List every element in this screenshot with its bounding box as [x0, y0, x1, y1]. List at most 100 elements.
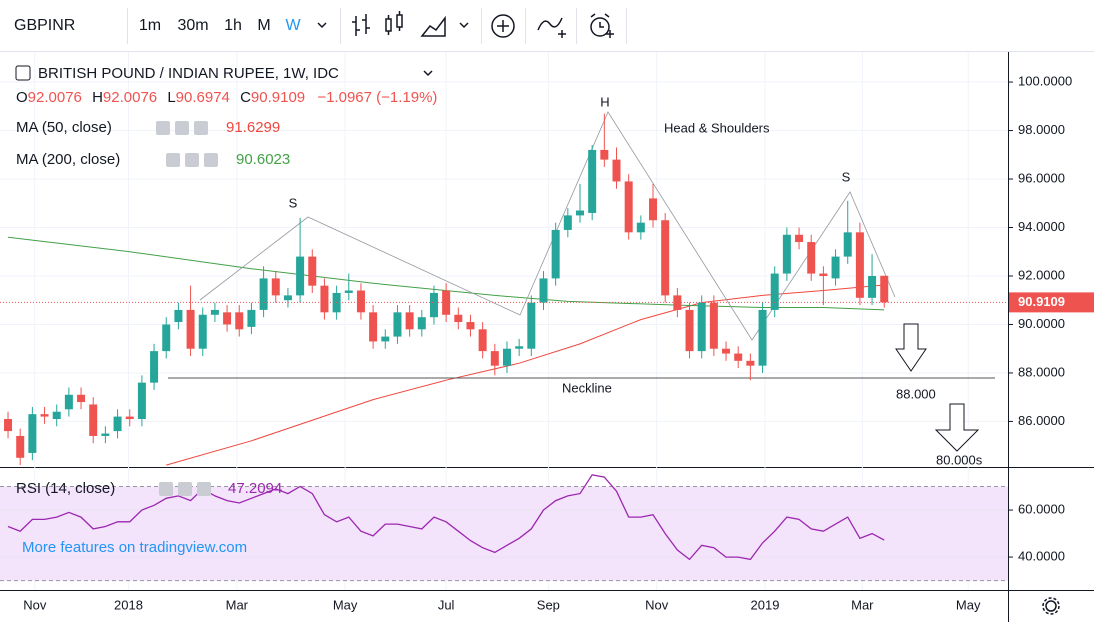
head-and-shoulders-drawing	[168, 111, 995, 379]
annotation: 80.000s	[936, 452, 983, 467]
y-tick-label: 90.0000	[1018, 316, 1065, 331]
candle-body	[308, 256, 317, 286]
alert-icon[interactable]	[590, 13, 614, 38]
candle-body	[77, 394, 86, 403]
interval[interactable]: M	[257, 17, 270, 34]
legend-entry: MA (50, close)	[16, 119, 112, 136]
title-dropdown[interactable]	[423, 70, 433, 77]
ohlc-key: H	[92, 89, 103, 106]
y-tick-label: 88.0000	[1018, 364, 1065, 379]
candle-body	[344, 290, 353, 293]
chart-title: BRITISH POUND / INDIAN RUPEE, 1W, IDC	[38, 65, 339, 82]
x-tick-label: Jul	[438, 597, 455, 612]
y-tick-label: 98.0000	[1018, 122, 1065, 137]
y-tick-label: 92.0000	[1018, 267, 1065, 282]
candle-body	[356, 290, 365, 313]
settings-icon[interactable]	[1042, 597, 1060, 615]
interval-dropdown[interactable]	[317, 22, 327, 29]
symbol-icon	[15, 65, 31, 81]
candle-body	[454, 314, 463, 323]
rsi-line	[7, 474, 885, 561]
x-tick-label: Mar	[226, 597, 249, 612]
candle-body	[661, 220, 670, 296]
x-tick-label: Nov	[23, 597, 47, 612]
ohlc-key: L	[167, 89, 175, 106]
ohlc-legend: O92.0076 H92.0076 L90.6974 C90.9109 −1.0…	[16, 89, 437, 106]
candle-body	[52, 411, 61, 420]
candle-body	[101, 433, 110, 436]
candle-body	[831, 256, 840, 279]
legend-entry: MA (200, close)	[16, 151, 120, 168]
candle-body	[539, 278, 548, 303]
candle-body	[673, 295, 682, 310]
legend-buttons[interactable]	[156, 121, 218, 496]
candle-body	[855, 232, 864, 298]
candle-body	[502, 348, 511, 366]
ohlc-key: O	[16, 89, 28, 106]
candle-body	[490, 351, 499, 366]
candle-body	[271, 278, 280, 296]
bar-type-icons[interactable]	[352, 11, 469, 37]
symbol[interactable]: GBPINR	[14, 17, 75, 34]
candle-body	[174, 309, 183, 323]
candle-body	[527, 302, 536, 349]
add-indicator-icon[interactable]	[491, 14, 515, 38]
candle-body	[393, 312, 402, 337]
moving-average-line	[166, 284, 885, 466]
candle-body	[758, 309, 767, 366]
ohlc-change: −1.0967 (−1.19%)	[317, 89, 437, 106]
candle-body	[575, 210, 584, 216]
y-tick-label: 96.0000	[1018, 170, 1065, 185]
candle-body	[137, 382, 146, 420]
annotation: S	[289, 195, 298, 210]
candle-body	[709, 302, 718, 349]
compare-icon[interactable]	[537, 17, 566, 38]
interval[interactable]: 30m	[177, 17, 208, 34]
rsi-band-fill	[0, 486, 1008, 581]
candle-body	[320, 285, 329, 313]
candle-body	[210, 309, 219, 315]
candle-body	[259, 278, 268, 310]
down-arrows	[895, 323, 980, 452]
candle-body	[89, 404, 98, 436]
candle-body	[381, 336, 390, 342]
x-tick-label: May	[333, 597, 358, 612]
toolbar: GBPINR 1m 30m 1h M W	[0, 0, 1094, 52]
candle-body	[770, 273, 779, 310]
y-tick-label: 100.0000	[1018, 73, 1072, 88]
legend-value: 90.6023	[236, 151, 290, 168]
interval[interactable]: 1h	[224, 17, 242, 34]
candle-body	[429, 292, 438, 318]
ohlc-value: 92.0076	[28, 89, 82, 106]
annotation: H	[600, 94, 609, 109]
y-tick-label: 60.0000	[1018, 501, 1065, 516]
candle-body	[64, 394, 73, 410]
candle-body	[16, 435, 25, 458]
candle-body	[235, 312, 244, 330]
y-tick-label: 86.0000	[1018, 413, 1065, 428]
candle-body	[369, 312, 378, 342]
y-tick-label: 94.0000	[1018, 219, 1065, 234]
candle-body	[843, 232, 852, 257]
legend-entry: RSI (14, close)	[16, 480, 115, 497]
legend: BRITISH POUND / INDIAN RUPEE, 1W, IDC O9…	[15, 65, 437, 556]
candle-body	[515, 346, 524, 349]
candle-body	[563, 215, 572, 230]
interval-active[interactable]: W	[285, 17, 301, 34]
candle-body	[40, 414, 49, 417]
candle-body	[4, 419, 13, 432]
candle-body	[807, 242, 816, 274]
interval[interactable]: 1m	[139, 17, 161, 34]
candle-body	[612, 159, 621, 182]
candle-body	[247, 309, 256, 327]
ohlc-value: 90.6974	[176, 89, 230, 106]
annotation: Head & Shoulders	[664, 120, 770, 135]
x-tick-label: Nov	[645, 597, 669, 612]
candle-body	[734, 353, 743, 361]
ohlc-value: 92.0076	[103, 89, 157, 106]
watermark[interactable]: More features on tradingview.com	[22, 539, 247, 556]
legend-value: 91.6299	[226, 119, 280, 136]
candle-body	[125, 416, 134, 420]
candle-body	[466, 322, 475, 330]
x-tick-label: Sep	[537, 597, 560, 612]
